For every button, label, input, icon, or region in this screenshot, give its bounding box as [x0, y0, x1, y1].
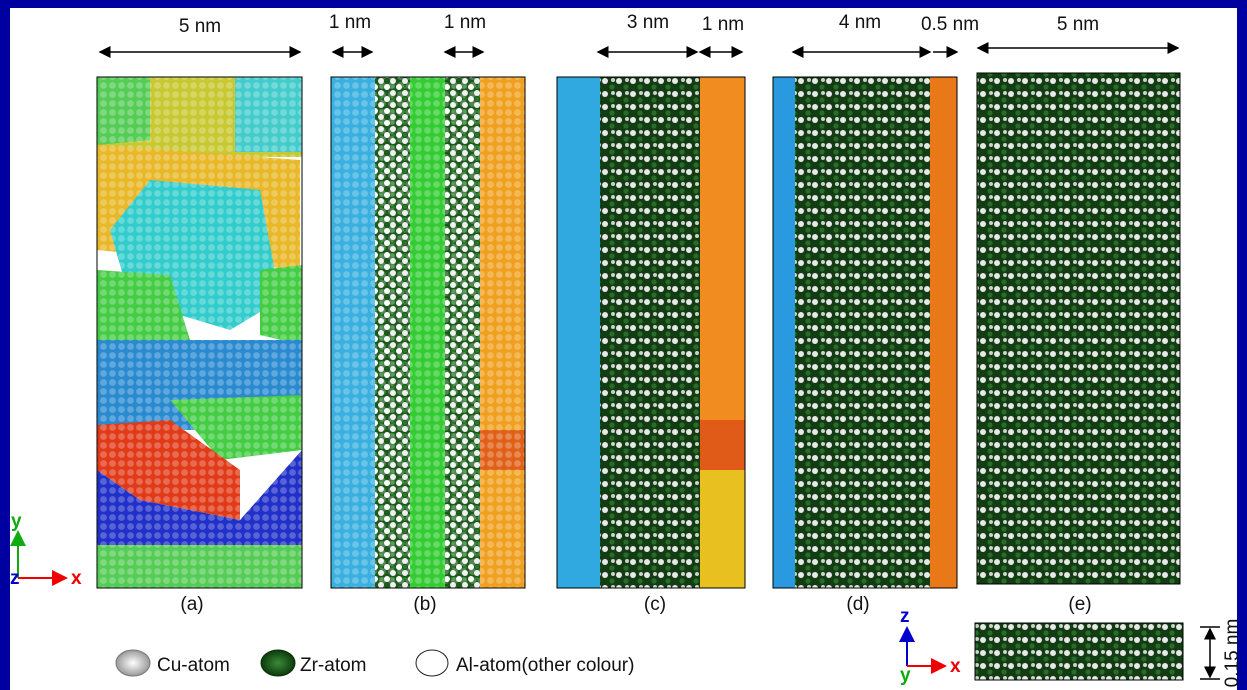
page: 5 nm 1 nm 1 nm 3 nm 1 nm 4 nm 0.5 nm 5 n…	[0, 0, 1247, 690]
axis-letter: x	[950, 656, 961, 677]
panel-b	[331, 77, 525, 588]
legend-text: Al-atom(other colour)	[456, 655, 634, 676]
dim-label: 1 nm	[329, 12, 371, 33]
dim-label: 3 nm	[627, 12, 669, 33]
panel-label: (a)	[180, 594, 203, 615]
dim-label: 5 nm	[1057, 14, 1099, 35]
figure: 5 nm 1 nm 1 nm 3 nm 1 nm 4 nm 0.5 nm 5 n…	[0, 0, 1247, 690]
dim-label: 0.5 nm	[921, 14, 979, 35]
panel-label: (d)	[846, 594, 869, 615]
dim-label: 1 nm	[444, 12, 486, 33]
panel-c	[557, 77, 745, 588]
axis-letter: z	[10, 568, 20, 589]
panel-a	[97, 77, 302, 588]
panel-d	[773, 77, 957, 588]
axis-letter: z	[900, 606, 910, 627]
dim-label: 5 nm	[179, 16, 221, 37]
axis-letter: y	[11, 511, 22, 532]
panel-label: (c)	[644, 594, 666, 615]
dim-label: 1 nm	[702, 14, 744, 35]
panel-label: (e)	[1068, 594, 1091, 615]
legend-text: Cu-atom	[157, 655, 230, 676]
axis-letter: x	[71, 568, 82, 589]
panel-label: (b)	[413, 594, 436, 615]
legend-text: Zr-atom	[300, 655, 367, 676]
thickness-label: 0.15 nm	[1222, 619, 1243, 688]
axis-letter: y	[900, 665, 911, 686]
dim-label: 4 nm	[839, 12, 881, 33]
